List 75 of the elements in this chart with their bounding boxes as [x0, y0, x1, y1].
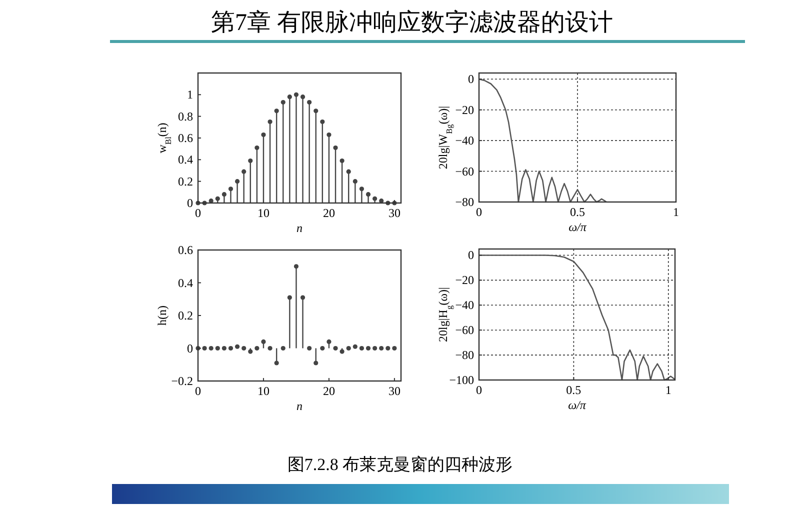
y-tick-label: 0.2 — [178, 174, 193, 188]
point — [254, 145, 260, 150]
y-tick-label: −40 — [455, 134, 474, 148]
y-tick-label: −20 — [455, 102, 474, 117]
y-tick-label: −0.2 — [171, 374, 193, 388]
y-tick-label: 0.8 — [178, 109, 193, 124]
point — [340, 158, 344, 164]
text: 第7章 有限脉冲响应数字滤波器的设计 — [211, 9, 613, 36]
x-tick-label: 20 — [322, 384, 335, 398]
line-series — [478, 254, 676, 381]
y-tick-label: −20 — [455, 273, 474, 288]
point — [294, 92, 299, 97]
point — [307, 100, 312, 105]
y-tick-label: 0.2 — [178, 308, 193, 322]
point — [300, 295, 306, 300]
caption: 图7.2.8 布莱克曼窗的四种波形 — [287, 455, 513, 474]
point — [287, 295, 292, 300]
point — [346, 169, 351, 174]
point — [352, 179, 358, 184]
point — [222, 192, 226, 197]
y-tick-label: 0 — [187, 196, 193, 210]
x-tick-label: 30 — [388, 206, 400, 220]
point — [372, 196, 378, 201]
point — [300, 94, 306, 100]
point — [294, 264, 299, 269]
x-tick-label: 1 — [665, 383, 672, 397]
y-tick-label: −40 — [455, 298, 474, 312]
point — [234, 344, 240, 349]
y-tick-label: 0.6 — [178, 131, 193, 145]
point — [352, 344, 358, 349]
point — [234, 179, 240, 184]
y-tick-label: 0.6 — [178, 243, 193, 257]
x-tick-label: 30 — [388, 384, 400, 398]
y-tick-label: −60 — [455, 164, 474, 178]
y-tick-label: 0 — [187, 341, 193, 356]
x-tick-label: 10 — [257, 206, 270, 220]
point — [268, 119, 272, 124]
point — [366, 192, 371, 197]
y-tick-label: 0.4 — [178, 152, 193, 167]
point — [261, 339, 266, 344]
x-axis-title: ω/π — [568, 398, 587, 412]
y-tick-label: 1 — [187, 88, 193, 102]
point — [274, 360, 279, 366]
point — [248, 158, 253, 164]
line-series — [478, 78, 608, 203]
y-tick-label: 0 — [468, 72, 474, 86]
point — [274, 108, 279, 114]
point — [280, 100, 286, 105]
point — [287, 94, 292, 100]
y-tick-label: −60 — [455, 323, 474, 338]
x-tick-label: 1 — [673, 205, 679, 219]
y-tick-label: 0.4 — [178, 276, 193, 290]
point — [261, 132, 266, 138]
y-tick-label: −100 — [449, 373, 474, 387]
point — [242, 169, 246, 174]
x-tick-label: 10 — [257, 384, 270, 398]
x-tick-label: 20 — [322, 206, 335, 220]
x-axis-title: ω/π — [568, 220, 588, 234]
y-tick-label: −80 — [455, 348, 474, 362]
y-axis-title: h(n) — [155, 306, 169, 326]
point — [215, 196, 220, 201]
x-tick-label: 0.5 — [566, 383, 582, 397]
x-axis-title: n — [296, 221, 302, 235]
point — [314, 360, 318, 366]
x-tick-label: 0.5 — [570, 205, 585, 219]
point — [326, 339, 332, 344]
point — [228, 186, 234, 192]
point — [314, 108, 318, 114]
x-axis-title: n — [296, 399, 302, 413]
point — [359, 186, 364, 192]
point — [333, 145, 338, 150]
point — [326, 132, 332, 138]
point — [320, 119, 325, 124]
y-tick-label: −80 — [455, 195, 474, 209]
y-tick-label: 0 — [468, 248, 474, 262]
